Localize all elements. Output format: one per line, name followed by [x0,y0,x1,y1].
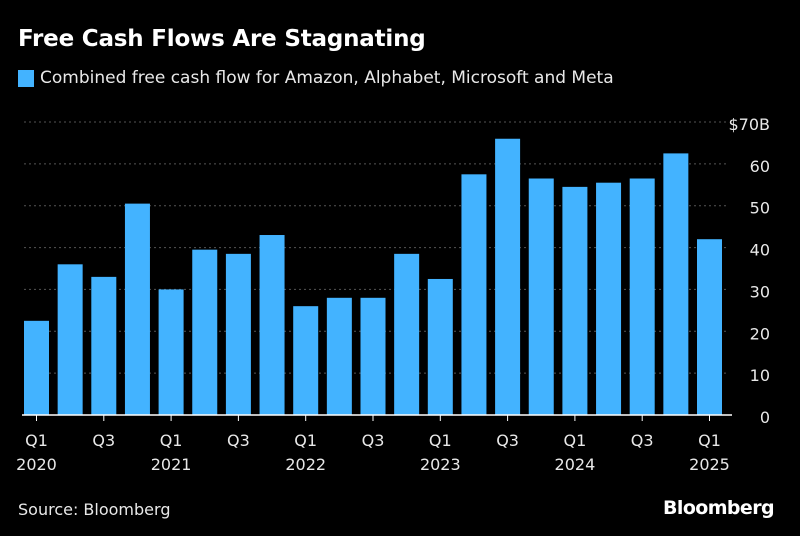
bar [225,253,251,415]
bar [461,174,487,415]
x-axis-labels: Q1 2020 Q3 Q1 2021 Q3 Q1 2022 Q3 Q1 2023 Q3 Q1 2024 Q3… [16,431,730,474]
x-tick-quarter-label: Q3 [362,431,385,450]
bar [427,278,453,415]
x-tick-quarter-label: Q1 [160,431,183,450]
x-tick-quarter-label: Q3 [496,431,519,450]
bar [394,253,420,415]
bar [562,186,588,415]
x-tick-quarter-label: Q1 [294,431,317,450]
x-tick-quarter-label: Q3 [92,431,115,450]
y-tick-label: 20 [750,324,770,343]
bar [24,320,49,415]
y-tick-label: 60 [750,157,770,176]
legend-label: Combined free cash flow for Amazon, Alph… [40,68,614,88]
bar [495,138,521,415]
y-tick-label: 0 [760,408,770,427]
bar [158,289,184,415]
bar [91,276,117,415]
brand-logo: Bloomberg [663,497,775,519]
bar [259,235,285,415]
x-tick-quarter-label: Q1 [25,431,48,450]
y-tick-label: 40 [750,241,770,260]
x-tick-year-label: 2022 [285,455,326,474]
x-tick-quarter-label: Q3 [631,431,654,450]
source-note: Source: Bloomberg [18,500,171,519]
bar [293,306,319,415]
y-axis-labels: $70B 60 50 40 30 20 10 0 [728,115,770,427]
x-tick-year-label: 2021 [151,455,192,474]
x-tick-quarter-label: Q1 [698,431,721,450]
x-tick-quarter-label: Q1 [564,431,587,450]
bar [596,182,622,415]
legend-swatch [18,69,34,87]
bar [192,249,218,415]
bar [697,239,722,415]
legend: Combined free cash flow for Amazon, Alph… [18,68,614,88]
x-tick-year-label: 2023 [420,455,461,474]
y-tick-label: 10 [750,366,770,385]
y-tick-label: $70B [728,115,770,134]
x-tick-year-label: 2025 [689,455,730,474]
chart-title: Free Cash Flows Are Stagnating [18,26,426,52]
x-axis [22,414,732,421]
bar [663,153,689,415]
x-tick-year-label: 2024 [555,455,596,474]
bar [124,203,150,415]
x-tick-year-label: 2020 [16,455,57,474]
bar [57,264,83,415]
x-tick-quarter-label: Q3 [227,431,250,450]
x-tick-quarter-label: Q1 [429,431,452,450]
bars [24,138,722,415]
bar [528,178,554,415]
y-tick-label: 50 [750,199,770,218]
bar [360,297,386,415]
bar [629,178,655,415]
bar [326,297,352,415]
y-tick-label: 30 [750,282,770,301]
